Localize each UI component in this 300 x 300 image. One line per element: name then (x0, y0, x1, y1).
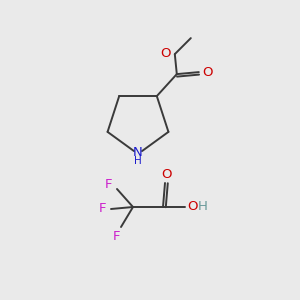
Text: N: N (133, 146, 143, 160)
Text: F: F (113, 230, 121, 242)
Text: O: O (160, 46, 171, 60)
Text: H: H (134, 157, 142, 166)
Text: O: O (202, 66, 213, 79)
Text: F: F (98, 202, 106, 215)
Text: O: O (161, 167, 171, 181)
Text: F: F (105, 178, 113, 190)
Text: H: H (198, 200, 208, 214)
Text: O: O (188, 200, 198, 214)
